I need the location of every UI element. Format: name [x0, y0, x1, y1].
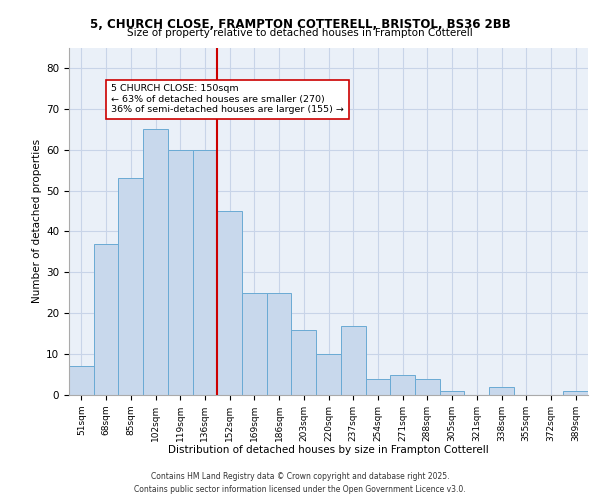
Bar	[415, 378, 440, 395]
Text: Contains HM Land Registry data © Crown copyright and database right 2025.
Contai: Contains HM Land Registry data © Crown c…	[134, 472, 466, 494]
Bar	[118, 178, 143, 395]
Bar	[168, 150, 193, 395]
Bar	[489, 387, 514, 395]
Bar	[267, 293, 292, 395]
Bar	[193, 150, 217, 395]
Bar	[69, 366, 94, 395]
Bar	[217, 211, 242, 395]
Bar	[341, 326, 365, 395]
Bar	[390, 374, 415, 395]
Bar	[94, 244, 118, 395]
Text: Size of property relative to detached houses in Frampton Cotterell: Size of property relative to detached ho…	[127, 28, 473, 38]
Bar	[242, 293, 267, 395]
Bar	[292, 330, 316, 395]
Bar	[365, 378, 390, 395]
X-axis label: Distribution of detached houses by size in Frampton Cotterell: Distribution of detached houses by size …	[168, 446, 489, 456]
Bar	[143, 130, 168, 395]
Bar	[563, 391, 588, 395]
Text: 5, CHURCH CLOSE, FRAMPTON COTTERELL, BRISTOL, BS36 2BB: 5, CHURCH CLOSE, FRAMPTON COTTERELL, BRI…	[89, 18, 511, 30]
Text: 5 CHURCH CLOSE: 150sqm
← 63% of detached houses are smaller (270)
36% of semi-de: 5 CHURCH CLOSE: 150sqm ← 63% of detached…	[111, 84, 344, 114]
Y-axis label: Number of detached properties: Number of detached properties	[32, 139, 42, 304]
Bar	[316, 354, 341, 395]
Bar	[440, 391, 464, 395]
